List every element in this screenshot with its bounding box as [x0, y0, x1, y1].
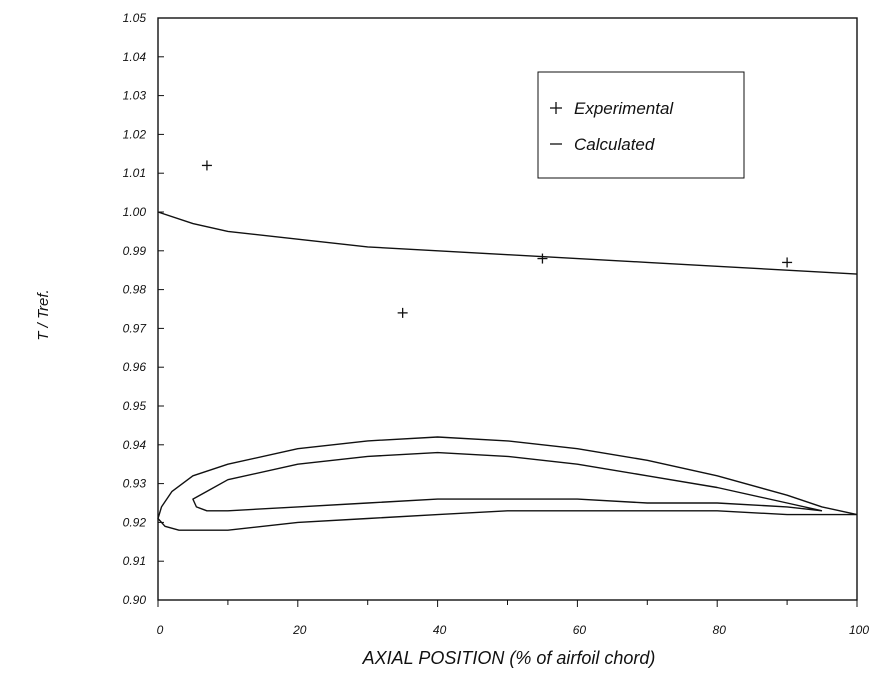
- legend-box: [537, 71, 745, 179]
- y-tick-label: 1.00: [123, 205, 147, 219]
- x-tick-label: 60: [573, 623, 587, 637]
- experimental-point: [201, 160, 212, 171]
- y-tick-label: 0.96: [123, 360, 147, 374]
- calculated-line: [157, 211, 858, 275]
- x-tick-label: 40: [433, 623, 447, 637]
- x-axis: 0 20 40 60 80 100: [157, 600, 869, 637]
- y-tick-label: 0.92: [123, 515, 147, 529]
- y-tick-label: 1.05: [123, 11, 147, 25]
- experimental-point: [537, 253, 548, 264]
- y-tick-label: 0.95: [123, 399, 147, 413]
- y-tick-label: 0.99: [123, 244, 147, 258]
- airfoil-inner-outline: [192, 451, 823, 512]
- y-axis: 0.90 0.91 0.92 0.93 0.94 0.95 0.96 0.97 0.98 0.99…: [123, 11, 164, 607]
- x-tick-label: 0: [157, 623, 164, 637]
- y-axis-title: T / Tref.: [35, 289, 52, 340]
- x-tick-label: 80: [713, 623, 727, 637]
- plot-frame: [157, 17, 858, 601]
- x-tick-label: 20: [292, 623, 307, 637]
- legend-marker-experimental: [550, 102, 562, 114]
- y-tick-label: 1.01: [123, 166, 146, 180]
- y-tick-label: 0.90: [123, 593, 147, 607]
- legend-label-experimental: Experimental: [574, 99, 674, 118]
- y-tick-label: 0.91: [123, 554, 146, 568]
- y-tick-label: 1.03: [123, 89, 147, 103]
- y-tick-label: 1.04: [123, 50, 147, 64]
- y-tick-label: 0.94: [123, 438, 147, 452]
- legend-label-calculated: Calculated: [574, 135, 655, 154]
- y-tick-label: 0.98: [123, 283, 147, 297]
- y-tick-label: 1.02: [123, 127, 147, 141]
- plot-area: [157, 160, 858, 531]
- experimental-point: [782, 257, 793, 268]
- x-tick-label: 100: [849, 623, 869, 637]
- airfoil-outer-outline: [157, 436, 858, 531]
- y-tick-label: 0.93: [123, 477, 147, 491]
- legend: Experimental Calculated: [537, 71, 745, 179]
- experimental-point: [397, 307, 408, 318]
- x-axis-title: AXIAL POSITION (% of airfoil chord): [362, 648, 656, 668]
- y-tick-label: 0.97: [123, 321, 148, 335]
